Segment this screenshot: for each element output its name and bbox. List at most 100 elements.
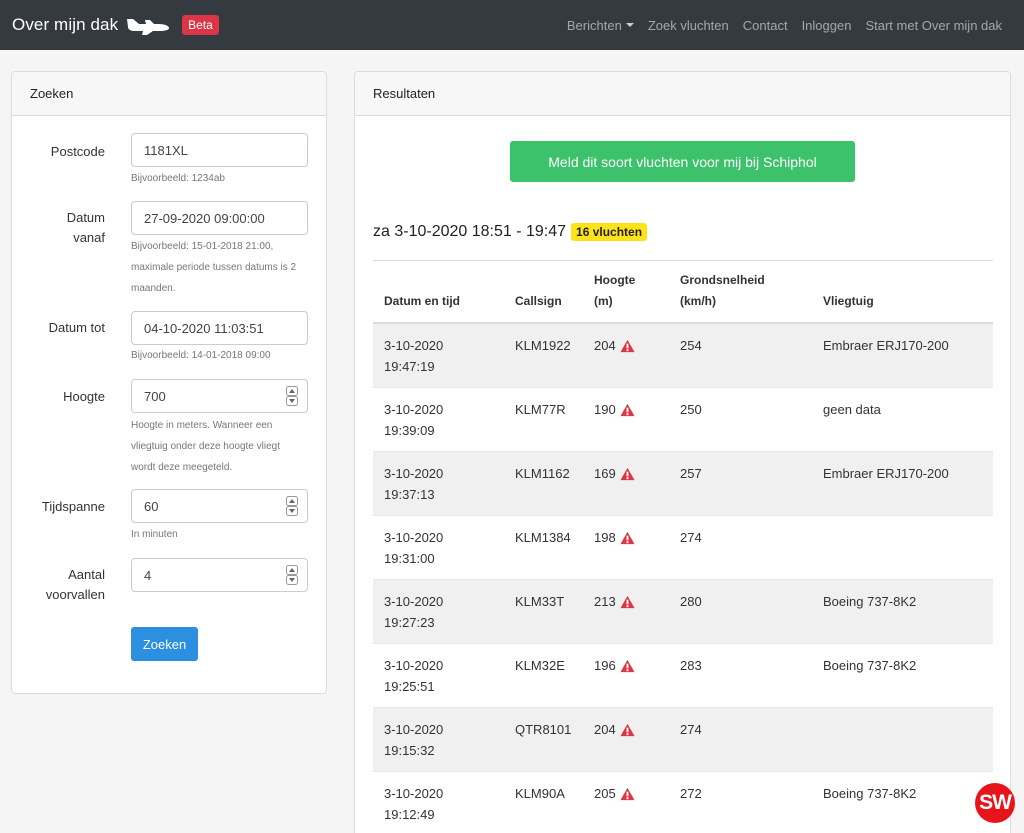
date-to-label: Datum tot [48, 320, 105, 335]
postcode-input[interactable]: 1181XL [131, 133, 308, 167]
row-time: 19:31:00 [384, 551, 435, 566]
table-header: Datum en tijd Callsign Hoogte (m) Gronds… [373, 260, 993, 324]
row-speed: 250 [680, 402, 702, 417]
row-aircraft: Boeing 737-8K2 [823, 594, 917, 609]
col-speed: Grondsnelheid (km/h) [680, 270, 765, 312]
row-speed: 283 [680, 658, 702, 673]
row-speed: 257 [680, 466, 702, 481]
col-aircraft: Vliegtuig [823, 294, 874, 308]
row-callsign: KLM32E [515, 658, 565, 673]
date-from-help-line2: maximale periode tussen datums is 2 [131, 262, 297, 273]
table-row: 3-10-2020 19:39:09 KLM77R 190 250 geen da… [373, 388, 993, 452]
date-from-label-line1: Datum [66, 210, 105, 225]
row-height: 198 [594, 527, 635, 548]
row-datetime: 3-10-2020 19:12:49 [384, 783, 494, 825]
table-row: 3-10-2020 19:27:23 KLM33T 213 280 Boeing … [373, 580, 993, 644]
row-height: 190 [594, 399, 635, 420]
nav-start[interactable]: Start met Over mijn dak [865, 17, 1002, 33]
row-datetime: 3-10-2020 19:25:51 [384, 655, 494, 697]
report-to-schiphol-button[interactable]: Meld dit soort vluchten voor mij bij Sch… [510, 141, 855, 182]
timespan-label: Tijdspanne [41, 499, 105, 514]
height-input[interactable]: 700 [131, 379, 308, 413]
number-spinner-icon[interactable] [286, 496, 298, 516]
row-datetime: 3-10-2020 19:31:00 [384, 527, 494, 569]
row-callsign: KLM90A [515, 786, 565, 801]
results-period: za 3-10-2020 18:51 - 19:47 [373, 223, 567, 240]
table-row: 3-10-2020 19:37:13 KLM1162 169 257 Embrae… [373, 452, 993, 516]
nav-contact[interactable]: Contact [742, 17, 788, 33]
row-height: 213 [594, 591, 635, 612]
warning-triangle-icon [620, 403, 635, 416]
incidents-input[interactable]: 4 [131, 558, 308, 592]
table-row: 3-10-2020 19:31:00 KLM1384 198 274 [373, 516, 993, 580]
date-to-help: Bijvoorbeeld: 14-01-2018 09:00 [131, 350, 271, 361]
number-spinner-icon[interactable] [286, 565, 298, 585]
row-height: 204 [594, 719, 635, 740]
timespan-input[interactable]: 60 [131, 489, 308, 523]
row-date: 3-10-2020 [384, 402, 444, 417]
flights-table: Datum en tijd Callsign Hoogte (m) Gronds… [373, 260, 993, 833]
row-height: 205 [594, 783, 635, 804]
row-callsign: KLM1162 [515, 466, 570, 481]
table-row: 3-10-2020 19:12:49 KLM90A 205 272 Boeing … [373, 772, 993, 833]
warning-triangle-icon [620, 723, 635, 736]
row-height-value: 204 [594, 338, 616, 353]
row-datetime: 3-10-2020 19:37:13 [384, 463, 494, 505]
date-from-help: Bijvoorbeeld: 15-01-2018 21:00, maximale… [131, 236, 311, 299]
height-value: 700 [144, 388, 166, 404]
search-button[interactable]: Zoeken [131, 627, 198, 661]
row-time: 19:12:49 [384, 807, 435, 822]
row-date: 3-10-2020 [384, 722, 444, 737]
brand-link[interactable]: Over mijn dak Beta [12, 14, 219, 36]
row-height-value: 213 [594, 594, 616, 609]
height-label: Hoogte [63, 389, 105, 404]
row-date: 3-10-2020 [384, 594, 444, 609]
row-height-value: 198 [594, 530, 616, 545]
incidents-value: 4 [144, 567, 152, 583]
timespan-help: In minuten [131, 529, 178, 540]
height-help-line3: wordt deze meegeteld. [131, 462, 233, 473]
warning-triangle-icon [620, 659, 635, 672]
results-panel: Resultaten Meld dit soort vluchten voor … [354, 71, 1011, 833]
number-spinner-icon[interactable] [286, 386, 298, 406]
row-datetime: 3-10-2020 19:27:23 [384, 591, 494, 633]
nav-inloggen[interactable]: Inloggen [801, 17, 852, 33]
row-datetime: 3-10-2020 19:47:19 [384, 335, 494, 377]
table-row: 3-10-2020 19:25:51 KLM32E 196 283 Boeing … [373, 644, 993, 708]
sw-logo: SW [975, 783, 1015, 823]
row-height-value: 190 [594, 402, 616, 417]
row-time: 19:25:51 [384, 679, 435, 694]
nav-menu: Berichten Zoek vluchten Contact Inloggen… [553, 0, 1002, 50]
row-height-value: 205 [594, 786, 616, 801]
row-aircraft: geen data [823, 402, 881, 417]
row-aircraft: Embraer ERJ170-200 [823, 466, 949, 481]
row-time: 19:39:09 [384, 423, 435, 438]
row-callsign: KLM1922 [515, 338, 571, 353]
nav-berichten-dropdown[interactable]: Berichten [567, 18, 634, 33]
date-to-input[interactable]: 04-10-2020 11:03:51 [131, 311, 308, 345]
row-speed: 274 [680, 722, 702, 737]
warning-triangle-icon [620, 339, 635, 352]
table-row: 3-10-2020 19:15:32 QTR8101 204 274 [373, 708, 993, 772]
search-panel-title: Zoeken [12, 72, 326, 116]
row-height-value: 169 [594, 466, 616, 481]
col-height-line2: (m) [594, 294, 613, 308]
row-height-value: 196 [594, 658, 616, 673]
col-speed-line1: Grondsnelheid [680, 273, 765, 287]
caret-down-icon [625, 23, 634, 27]
col-datetime: Datum en tijd [384, 294, 461, 308]
date-from-help-line3: maanden. [131, 283, 176, 294]
brand-title: Over mijn dak [12, 15, 119, 34]
incidents-label-line1: Aantal [68, 567, 105, 582]
warning-triangle-icon [620, 787, 635, 800]
nav-berichten-label: Berichten [566, 17, 622, 33]
row-time: 19:15:32 [384, 743, 435, 758]
nav-zoek-vluchten[interactable]: Zoek vluchten [647, 17, 729, 33]
height-help: Hoogte in meters. Wanneer een vliegtuig … [131, 415, 311, 478]
date-from-input[interactable]: 27-09-2020 09:00:00 [131, 201, 308, 235]
height-help-line1: Hoogte in meters. Wanneer een [131, 420, 273, 431]
row-date: 3-10-2020 [384, 658, 444, 673]
row-speed: 274 [680, 530, 702, 545]
row-date: 3-10-2020 [384, 466, 444, 481]
col-height: Hoogte (m) [594, 270, 635, 312]
